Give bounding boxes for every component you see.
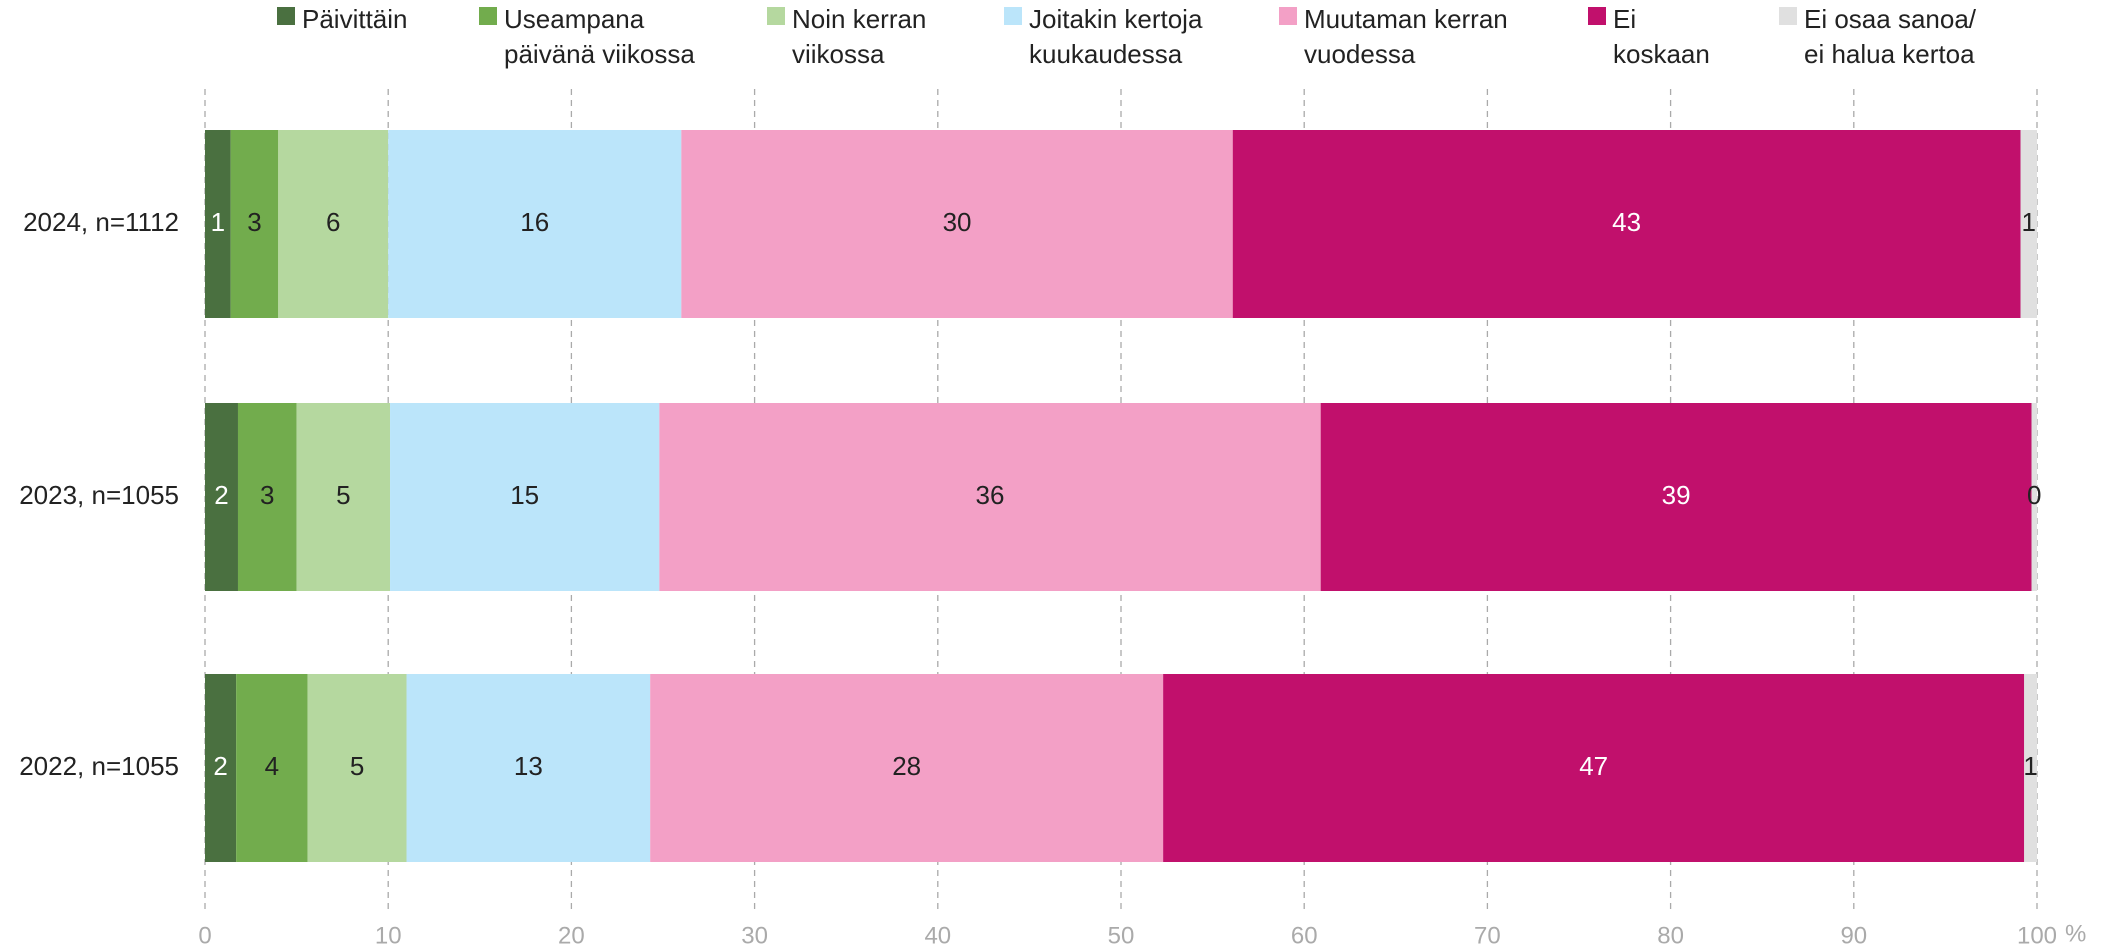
- x-tick-label: 30: [741, 922, 768, 949]
- bar-segment: [2024, 674, 2037, 862]
- bar-segment: [390, 403, 660, 591]
- bar-segment: [388, 130, 682, 318]
- bar-segment: [1163, 674, 2025, 862]
- data-label: 4: [265, 751, 279, 781]
- x-axis-label: %: [2065, 920, 2086, 947]
- x-tick-label: 90: [1840, 922, 1867, 949]
- data-label: 2: [214, 480, 228, 510]
- x-tick-label: 20: [558, 922, 585, 949]
- legend-label: Ei koskaan: [1613, 4, 1710, 69]
- x-tick-label: 100: [2017, 922, 2057, 949]
- data-label: 30: [943, 207, 972, 237]
- data-label: 43: [1612, 207, 1641, 237]
- x-tick-label: 40: [924, 922, 951, 949]
- legend-label: Päivittäin: [302, 4, 408, 34]
- bar-segment: [2031, 403, 2037, 591]
- bar-segment: [236, 674, 308, 862]
- y-tick-label: 2024, n=1112: [23, 207, 179, 237]
- bar-segment: [230, 130, 279, 318]
- y-tick-label: 2022, n=1055: [19, 751, 179, 781]
- legend-label: Noin kerran viikossa: [792, 4, 927, 69]
- legend-swatch: [277, 7, 295, 25]
- bar-segment: [237, 403, 297, 591]
- legend-label: Joitakin kertoja kuukaudessa: [1029, 4, 1203, 69]
- legend-swatch: [479, 7, 497, 25]
- legend-swatch: [1279, 7, 1297, 25]
- data-label: 3: [247, 207, 261, 237]
- bar-segment: [2020, 130, 2037, 318]
- legend-swatch: [1779, 7, 1797, 25]
- y-tick-label: 2023, n=1055: [19, 480, 179, 510]
- x-tick-label: 60: [1291, 922, 1318, 949]
- data-label: 2: [213, 751, 227, 781]
- bar-segment: [659, 403, 1321, 591]
- legend-label: Ei osaa sanoa/ ei halua kertoa: [1804, 4, 1977, 69]
- data-label: 36: [976, 480, 1005, 510]
- legend-swatch: [1004, 7, 1022, 25]
- data-label: 1: [2023, 751, 2037, 781]
- bar-segment: [1320, 403, 2032, 591]
- data-label: 13: [514, 751, 543, 781]
- legend-swatch: [767, 7, 785, 25]
- x-tick-label: 50: [1108, 922, 1135, 949]
- bar-segment: [278, 130, 389, 318]
- bar-segment: [205, 403, 238, 591]
- data-label: 16: [520, 207, 549, 237]
- bar-segment: [1232, 130, 2021, 318]
- x-tick-label: 10: [375, 922, 402, 949]
- data-label: 1: [2022, 207, 2036, 237]
- legend-label: Useampana päivänä viikossa: [504, 4, 695, 69]
- bar-segment: [681, 130, 1233, 318]
- bar-segment: [205, 130, 231, 318]
- data-label: 15: [510, 480, 539, 510]
- bar-segment: [406, 674, 651, 862]
- data-label: 1: [211, 207, 225, 237]
- data-label: 5: [336, 480, 350, 510]
- data-label: 3: [260, 480, 274, 510]
- x-tick-label: 80: [1657, 922, 1684, 949]
- bar-segment: [205, 674, 237, 862]
- data-label: 39: [1662, 480, 1691, 510]
- legend-swatch: [1588, 7, 1606, 25]
- data-label: 47: [1579, 751, 1608, 781]
- data-label: 5: [350, 751, 364, 781]
- bar-segment: [296, 403, 391, 591]
- legend-label: Muutaman kerran vuodessa: [1304, 4, 1508, 69]
- data-label: 6: [326, 207, 340, 237]
- x-tick-label: 0: [198, 922, 211, 949]
- bar-segment: [307, 674, 407, 862]
- x-tick-label: 70: [1474, 922, 1501, 949]
- data-label: 0: [2027, 480, 2041, 510]
- data-label: 28: [892, 751, 921, 781]
- bar-segment: [650, 674, 1164, 862]
